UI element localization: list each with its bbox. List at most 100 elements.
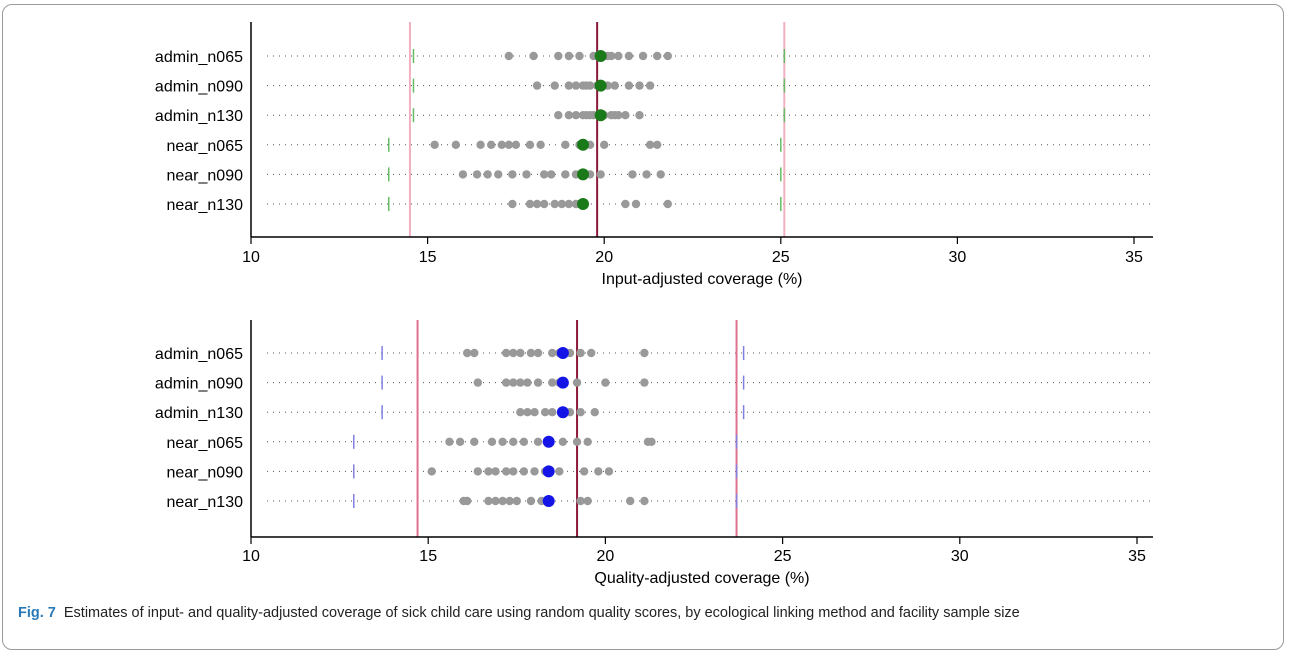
sample-point-near_n090-12 [628,170,637,179]
sample-point-admin_n065-14 [652,51,662,61]
estimate-point-admin_n090 [556,376,569,389]
sample-point-near_n090-12 [604,467,614,476]
sample-point-admin_n065-1 [529,51,538,61]
sample-point-admin_n130-11 [621,111,630,120]
sample-point-admin_n065-4 [516,348,525,358]
sample-point-admin_n065-12 [640,348,649,358]
sample-point-near_n065-8 [536,140,545,149]
x-tick-label-30: 30 [949,249,967,266]
sample-point-near_n130-5 [505,496,514,506]
sample-point-near_n130-11 [626,496,635,506]
sample-point-admin_n130-2 [530,408,539,417]
sample-point-admin_n065-15 [663,51,672,61]
sample-point-near_n065-7 [525,140,535,149]
sample-point-admin_n090-5 [533,378,543,387]
sample-point-near_n065-5 [504,140,514,149]
sample-point-near_n130-10 [631,199,641,209]
row-label-admin_n130: admin_n130 [155,108,243,125]
sample-point-near_n130-4 [498,496,507,506]
sample-point-admin_n065-0 [504,51,514,61]
sample-point-near_n130-10 [583,496,592,506]
sample-point-admin_n090-8 [572,378,582,387]
sample-point-near_n065-10 [583,437,592,446]
sample-point-admin_n065-11 [614,51,623,61]
row-label-admin_n065: admin_n065 [155,49,243,66]
x-tick-label-25: 25 [774,548,792,565]
sample-point-near_n130-0 [508,199,517,209]
estimate-point-admin_n065 [594,50,607,62]
row-label-admin_n090: admin_n090 [155,376,243,393]
row-label-near_n065: near_n065 [166,435,243,452]
sample-point-admin_n065-11 [587,348,596,358]
sample-point-near_n065-9 [572,437,582,446]
sample-point-near_n065-4 [497,140,506,149]
x-tick-label-20: 20 [595,249,613,266]
estimate-point-admin_n090 [594,79,607,92]
sample-point-near_n130-1 [462,496,472,506]
sample-point-admin_n130-10 [614,111,623,120]
figure-frame [2,4,1284,650]
x-tick-label-30: 30 [951,548,969,565]
sample-point-admin_n065-10 [607,51,616,61]
sample-point-near_n090-5 [522,170,531,179]
sample-point-near_n130-9 [576,496,585,506]
sample-point-near_n065-13 [645,140,655,149]
sample-point-near_n130-9 [621,199,630,209]
sample-point-near_n130-11 [663,199,672,209]
sample-point-near_n130-3 [539,199,549,209]
sample-point-near_n065-5 [509,437,518,446]
sample-point-near_n090-1 [473,467,483,476]
sample-point-admin_n090-6 [548,378,557,387]
x-tick-label-10: 10 [242,249,260,266]
sample-point-near_n065-3 [487,437,497,446]
sample-point-near_n130-6 [564,199,574,209]
x-axis-title: Quality-adjusted coverage (%) [594,570,809,587]
sample-point-near_n090-4 [508,170,517,179]
sample-point-near_n090-9 [555,467,564,476]
row-label-near_n065: near_n065 [166,138,243,155]
sample-point-admin_n090-2 [564,81,574,90]
sample-point-near_n065-8 [558,437,568,446]
sample-point-near_n065-2 [470,437,479,446]
x-tick-label-15: 15 [419,249,437,266]
sample-point-admin_n090-11 [635,81,644,90]
sample-point-near_n090-7 [530,467,539,476]
x-tick-label-10: 10 [242,548,260,565]
sample-point-near_n130-3 [491,496,500,506]
x-axis-title: Input-adjusted coverage (%) [602,271,803,288]
sample-point-admin_n065-1 [470,348,479,358]
sample-point-near_n065-1 [455,437,465,446]
sample-point-near_n065-9 [561,140,570,149]
sample-point-near_n090-3 [491,467,500,476]
sample-point-near_n090-1 [472,170,482,179]
x-tick-label-15: 15 [419,548,437,565]
x-tick-label-35: 35 [1125,249,1143,266]
sample-point-admin_n130-3 [540,408,550,417]
estimate-point-near_n065 [542,435,555,448]
sample-point-near_n065-14 [652,140,662,149]
x-tick-label-20: 20 [597,548,615,565]
sample-point-admin_n090-1 [501,378,511,387]
panel-1: admin_n065 admin_n090 admin_n130 near_n065n… [155,22,1153,288]
sample-point-near_n065-12 [600,140,609,149]
figure-label: Fig. 7 [18,605,56,621]
sample-point-near_n065-0 [430,140,439,149]
sample-point-near_n090-3 [494,170,503,179]
sample-point-admin_n065-3 [564,51,574,61]
sample-point-admin_n065-0 [462,348,472,358]
sample-point-near_n130-4 [550,199,559,209]
sample-point-near_n065-3 [486,140,496,149]
sample-point-near_n065-6 [519,437,529,446]
panel-2: admin_n065 admin_n090 admin_n130 near_n065n… [155,320,1153,587]
sample-point-admin_n065-5 [526,348,536,358]
sample-point-admin_n130-0 [516,408,525,417]
row-label-admin_n090: admin_n090 [155,79,243,96]
sample-point-near_n130-6 [512,496,521,506]
sample-point-admin_n130-7 [590,408,599,417]
sample-point-near_n090-6 [539,170,549,179]
estimate-point-admin_n065 [556,347,569,359]
sample-point-near_n090-11 [596,170,605,179]
sample-point-admin_n065-4 [575,51,584,61]
sample-point-near_n090-8 [561,170,570,179]
